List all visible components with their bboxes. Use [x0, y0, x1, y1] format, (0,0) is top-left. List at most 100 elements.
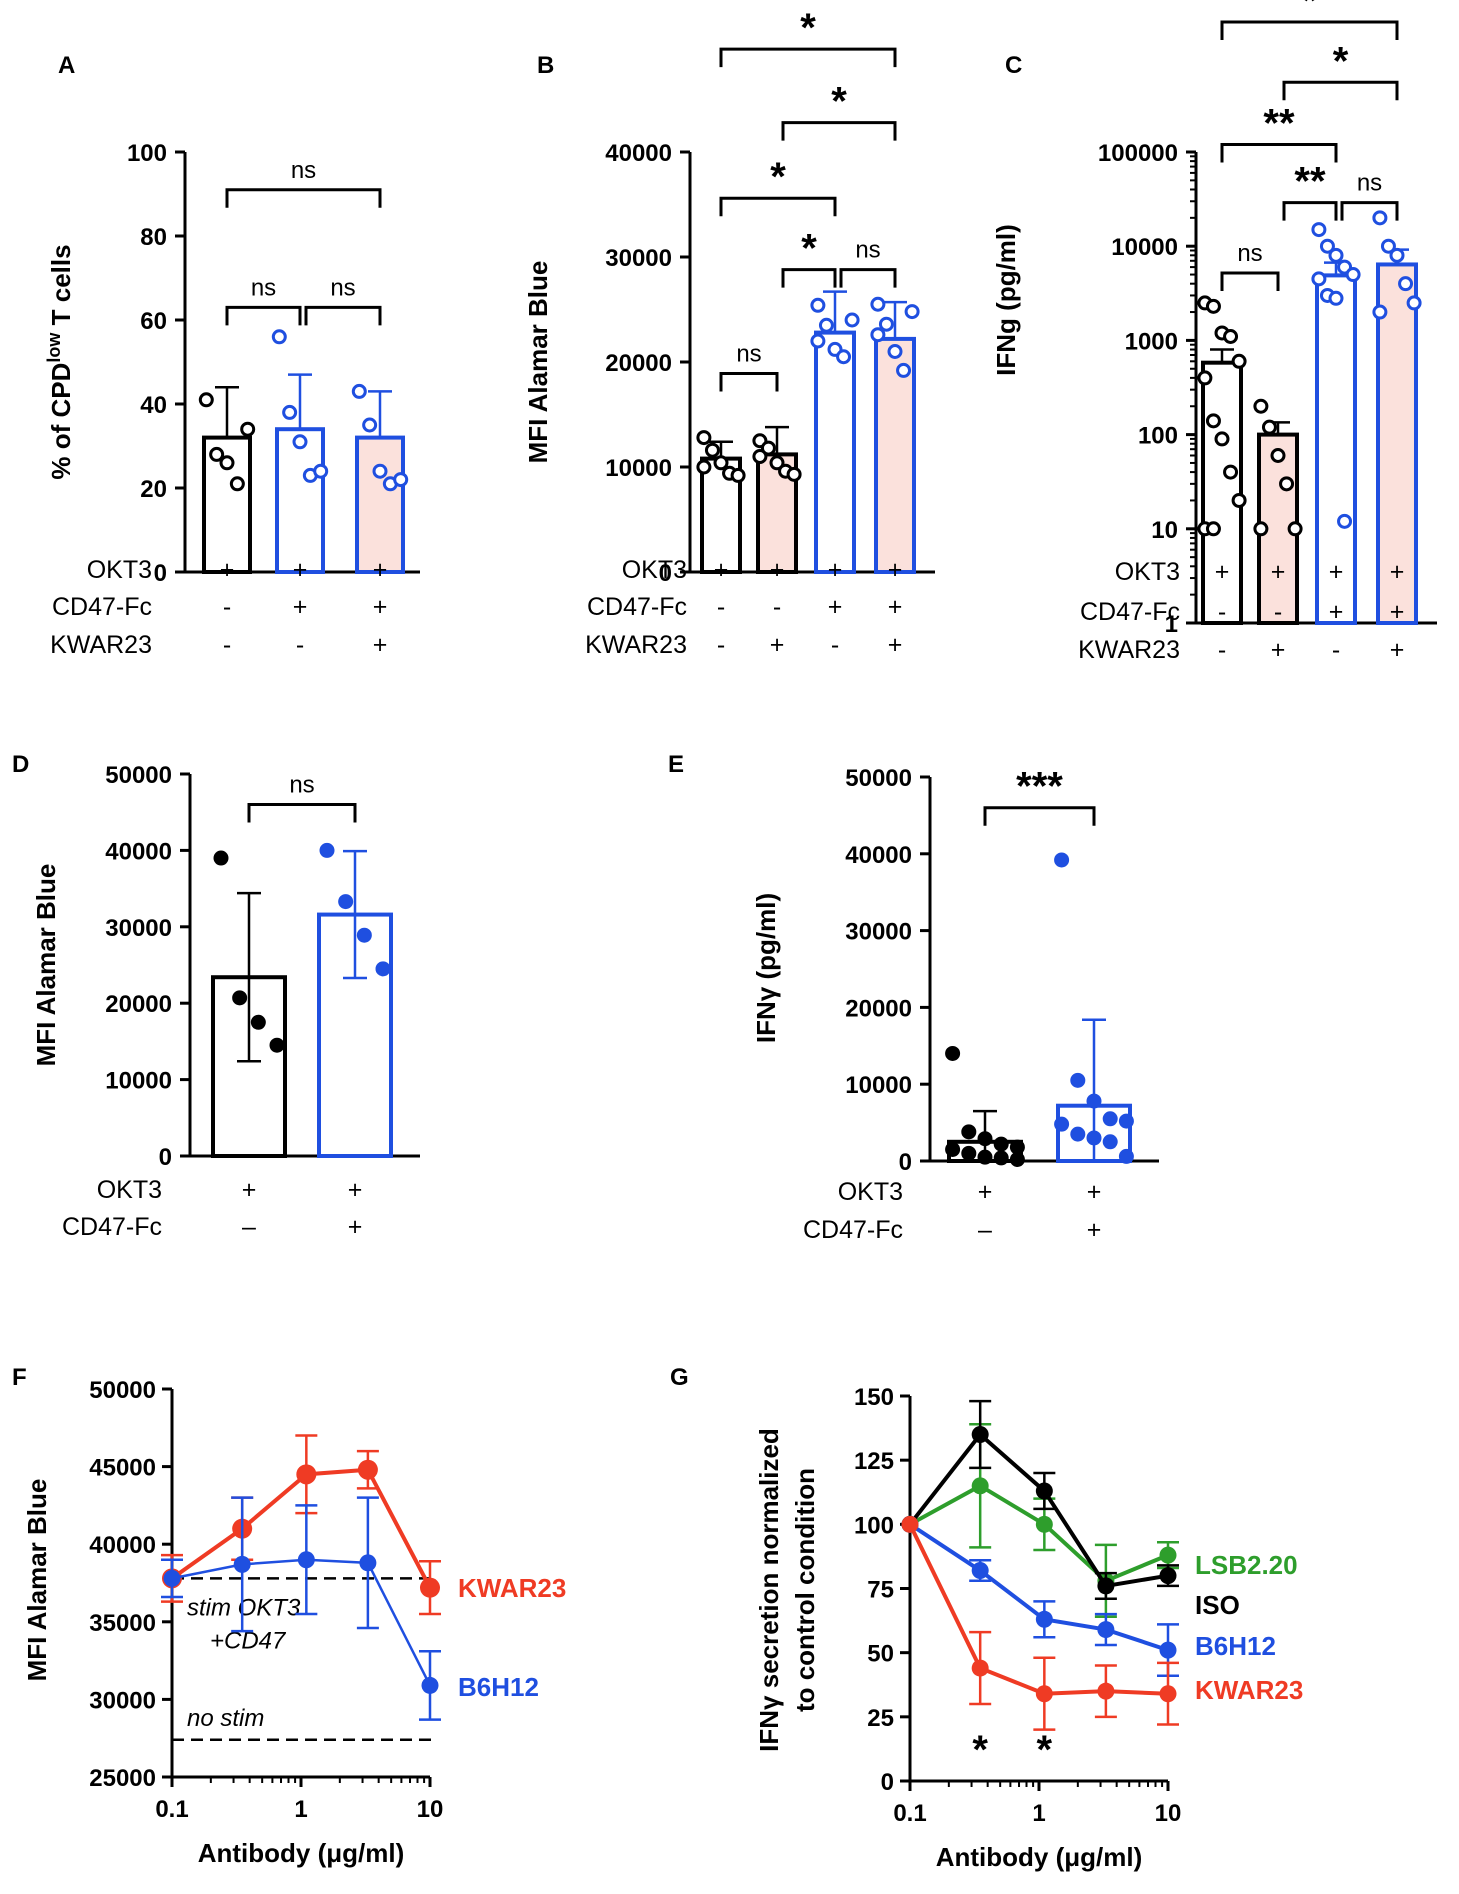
series-line [908, 1431, 1169, 1589]
condition-sign: + [293, 556, 308, 584]
data-point [362, 417, 378, 433]
data-point [818, 317, 834, 333]
significance-bracket [1220, 143, 1338, 163]
data-point [1070, 1126, 1086, 1142]
condition-sign: + [1215, 558, 1230, 586]
significance-label: * [1333, 39, 1349, 83]
data-point [810, 333, 826, 349]
data-point [971, 1477, 989, 1495]
condition-sign: + [770, 631, 785, 659]
data-point [752, 449, 768, 464]
y-tick-label: 30000 [89, 1687, 156, 1714]
significance-label: *** [1016, 765, 1063, 809]
data-point [786, 466, 802, 482]
data-point [1345, 267, 1361, 283]
legend-label: LSB2.20 [1195, 1550, 1298, 1580]
data-point [1319, 238, 1335, 254]
data-point [904, 304, 920, 320]
significance-bracket [1282, 80, 1399, 101]
data-point [760, 440, 776, 456]
data-point [1054, 852, 1070, 868]
condition-sign: - [717, 631, 725, 659]
data-point [870, 327, 886, 343]
panel-f: F 25000 30000 35000 40000 45000 50000 0.1 1 10 Ant… [12, 1364, 566, 1868]
panel-label: B [537, 52, 554, 79]
data-point [357, 1459, 378, 1480]
data-point [810, 297, 826, 313]
significance-label: * [831, 80, 847, 124]
significance-bracket [247, 803, 357, 823]
data-point [351, 383, 367, 399]
condition-sign: + [770, 556, 785, 584]
data-point [1337, 513, 1353, 529]
condition-sign: + [1271, 558, 1286, 586]
condition-sign: + [888, 556, 903, 584]
y-tick-label: 35000 [89, 1610, 156, 1637]
data-point [1389, 247, 1405, 263]
data-point [696, 430, 712, 446]
condition-sign: + [1329, 598, 1344, 626]
data-point [1214, 431, 1230, 447]
data-point [901, 1515, 919, 1533]
condition-label: OKT3 [97, 1176, 162, 1204]
data-point [375, 961, 391, 977]
y-tick-label: 1 [1165, 611, 1178, 638]
data-point [1223, 329, 1239, 345]
data-point [1205, 298, 1221, 314]
condition-sign: – [242, 1213, 256, 1241]
significance-bracket [225, 188, 382, 208]
y-tick-label: 0 [154, 560, 167, 587]
significance-bracket [719, 372, 779, 392]
y-tick-label: 60 [140, 308, 167, 335]
data-point [1159, 1567, 1177, 1585]
y-tick-label: 40000 [89, 1532, 156, 1559]
y-tick-label: 0 [899, 1149, 912, 1176]
y-tick-label: 40000 [845, 842, 912, 869]
y-axis-title: % of CPDlow T cells [44, 244, 76, 479]
data-point [971, 1562, 989, 1580]
y-axis-title-sup: low [44, 332, 64, 363]
data-point [1328, 247, 1344, 263]
y-tick-label: 0 [159, 1144, 172, 1171]
condition-label: CD47-Fc [52, 593, 152, 621]
condition-label: OKT3 [1115, 558, 1180, 586]
significance-label: ns [736, 341, 761, 368]
y-tick-label: 10000 [1111, 234, 1178, 261]
data-point [240, 421, 256, 437]
data-point [993, 1136, 1009, 1152]
data-point [338, 894, 354, 910]
x-tick-label: 0.1 [155, 1796, 188, 1823]
data-point [977, 1149, 993, 1165]
y-axis-title: IFNγ (pg/ml) [751, 893, 781, 1043]
data-point [1035, 1685, 1053, 1703]
series-line [908, 1522, 1169, 1652]
x-tick-label: 0.1 [893, 1800, 926, 1827]
significance-label: ns [855, 237, 880, 264]
panel-a: A 0 20 40 60 80 100 % of CPDlow T cells OKT3 + + + C… [44, 52, 420, 659]
panel-b: B 0 10000 20000 30000 40000 MFI Alamar Blue OKT… [523, 6, 935, 659]
series-line [909, 1483, 1169, 1584]
data-point [1102, 1111, 1118, 1127]
data-point [1205, 521, 1221, 537]
data-point [313, 463, 329, 479]
y-tick-label: 40 [140, 392, 167, 419]
data-point [1097, 1682, 1115, 1700]
panel-label: A [58, 52, 75, 79]
condition-sign: - [773, 593, 781, 621]
y-tick-label: 150 [854, 1384, 894, 1411]
significance-label: * [972, 1728, 988, 1772]
data-point [1328, 290, 1344, 306]
data-point [271, 329, 287, 345]
data-point [1398, 276, 1414, 292]
y-axis-title-line1: IFNγ secretion normalized [754, 1428, 784, 1752]
data-point [769, 455, 785, 471]
condition-sign: + [828, 593, 843, 621]
data-point [1231, 492, 1247, 508]
y-tick-label: 20 [140, 476, 167, 503]
bar [814, 330, 856, 574]
data-point [971, 1426, 989, 1443]
significance-bracket [304, 305, 382, 326]
legend-label: B6H12 [458, 1672, 539, 1702]
data-point [198, 392, 214, 408]
data-point [971, 1659, 989, 1677]
